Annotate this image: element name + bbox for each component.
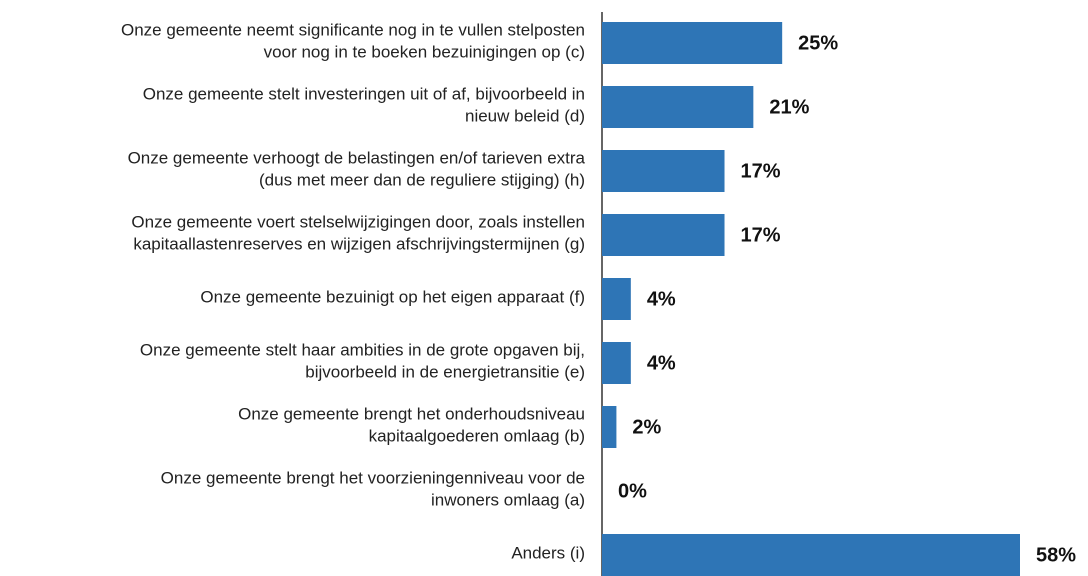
category-label: Onze gemeente voert stelselwijzigingen d… (131, 212, 585, 231)
value-label: 4% (647, 352, 676, 374)
bar (602, 406, 617, 448)
bar (602, 342, 631, 384)
value-label: 21% (769, 96, 809, 118)
bar (602, 278, 631, 320)
bar (602, 86, 754, 128)
value-label: 58% (1036, 544, 1076, 566)
category-label: bijvoorbeeld in de energietransitie (e) (305, 362, 585, 381)
bar (602, 534, 1020, 576)
category-label: voor nog in te boeken bezuinigingen op (… (264, 42, 585, 61)
category-label: nieuw beleid (d) (465, 106, 585, 125)
category-label: inwoners omlaag (a) (431, 490, 585, 509)
category-label: Onze gemeente stelt investeringen uit of… (143, 84, 585, 103)
category-label: Onze gemeente bezuinigt op het eigen app… (200, 287, 585, 306)
bar (602, 150, 725, 192)
value-label: 25% (798, 32, 838, 54)
category-label: kapitaalgoederen omlaag (b) (369, 426, 585, 445)
category-label: Onze gemeente neemt significante nog in … (121, 20, 585, 39)
value-label: 17% (741, 160, 781, 182)
category-label: Onze gemeente brengt het onderhoudsnivea… (238, 404, 585, 423)
bar (602, 214, 725, 256)
category-label: Onze gemeente brengt het voorzieningenni… (161, 468, 585, 487)
category-label: kapitaallastenreserves en wijzigen afsch… (133, 234, 585, 253)
category-label: (dus met meer dan de reguliere stijging)… (259, 170, 585, 189)
value-label: 0% (618, 480, 647, 502)
category-label: Anders (i) (511, 543, 585, 562)
value-label: 17% (741, 224, 781, 246)
value-label: 4% (647, 288, 676, 310)
value-label: 2% (632, 416, 661, 438)
category-label: Onze gemeente stelt haar ambities in de … (140, 340, 585, 359)
bar (602, 22, 783, 64)
category-label: Onze gemeente verhoogt de belastingen en… (128, 148, 586, 167)
